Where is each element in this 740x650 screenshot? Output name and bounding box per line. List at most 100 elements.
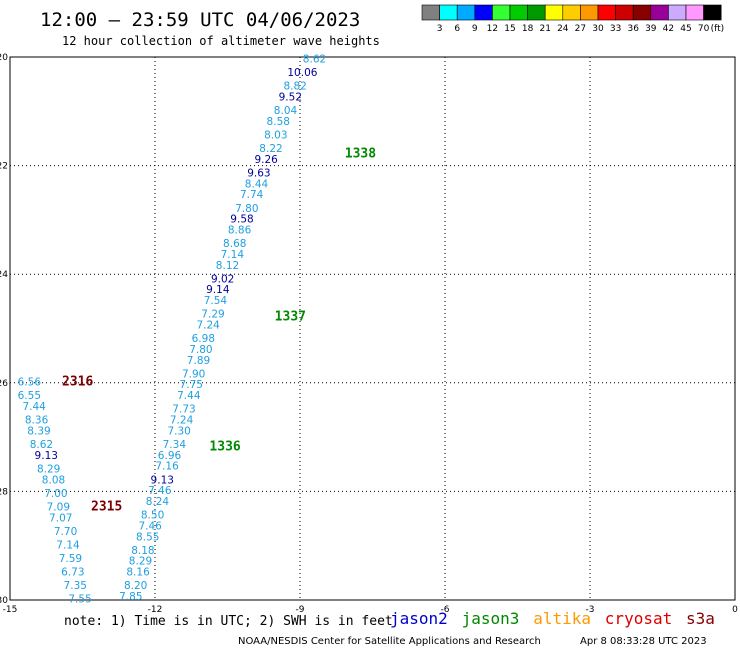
color-swatch (421, 4, 440, 21)
wave-height-value: 8.29 (129, 556, 152, 568)
wave-height-value: 10.06 (287, 67, 317, 79)
wave-height-value: 9.02 (211, 273, 234, 285)
color-swatch (650, 4, 669, 21)
color-swatch (685, 4, 704, 21)
wave-height-value: 8.20 (124, 580, 147, 592)
wave-height-value: 8.68 (223, 238, 246, 250)
color-swatch (615, 4, 634, 21)
x-tick-label: -15 (3, 605, 18, 615)
pass-number-label: 1336 (209, 440, 240, 455)
wave-height-value: 8.24 (146, 496, 170, 508)
color-scale-legend: 3 6 9 12 15 18 21 24 27 30 33 36 39 42 45 70 (ft) (421, 4, 725, 34)
wave-height-value: 8.58 (267, 116, 290, 128)
satellite-legend-item: jason2 (390, 609, 448, 628)
wave-height-value: 7.55 (68, 594, 91, 606)
wave-height-value: 8.62 (30, 439, 53, 451)
wave-height-value: 7.30 (167, 425, 190, 437)
wave-height-value: 8.03 (264, 129, 287, 141)
color-scale-label: 9 (472, 24, 478, 34)
satellite-legend-item: cryosat (605, 609, 672, 628)
color-scale-label: 33 (610, 24, 621, 34)
wave-height-value: 7.44 (22, 401, 46, 413)
wave-height-value: 7.89 (187, 355, 210, 367)
color-scale-label: 42 (663, 24, 674, 34)
color-scale-label: 70 (698, 24, 710, 34)
color-swatch (544, 4, 564, 21)
y-tick-label: -28 (0, 487, 8, 497)
wave-height-value: 7.70 (54, 526, 77, 538)
wave-height-value: 8.62 (303, 53, 326, 65)
wave-height-value: 7.46 (138, 520, 162, 532)
wave-height-value: 7.24 (196, 320, 220, 332)
wave-height-value: 9.58 (230, 214, 253, 226)
wave-height-value: 7.00 (44, 488, 67, 500)
y-tick-label: -22 (0, 162, 8, 172)
footer-timestamp: Apr 8 08:33:28 UTC 2023 (580, 636, 707, 647)
wave-height-value: 8.22 (259, 143, 282, 155)
y-tick-label: -26 (0, 379, 8, 389)
wave-height-value: 7.85 (119, 591, 142, 603)
color-scale-label: 36 (627, 24, 639, 34)
wave-height-value: 7.29 (201, 309, 224, 321)
wave-height-value: 9.26 (254, 154, 278, 166)
wave-height-value: 9.13 (35, 450, 58, 462)
wave-height-value: 7.59 (59, 553, 82, 565)
satellite-legend-item: s3a (686, 609, 715, 628)
color-scale-label: 21 (539, 24, 550, 34)
color-scale-label: 18 (522, 24, 534, 34)
x-axis-ticks: -15 -12 -9 -6 -3 0 (3, 605, 738, 615)
color-scale-label: 3 (437, 24, 443, 34)
wave-height-value: 7.74 (240, 189, 264, 201)
wave-height-value: 7.44 (177, 390, 201, 402)
color-scale-label: 6 (454, 24, 460, 34)
wave-height-value: 7.73 (172, 404, 195, 416)
x-tick-label: -12 (148, 605, 163, 615)
wave-height-value: 6.55 (18, 390, 41, 402)
wave-height-value: 7.24 (170, 415, 194, 427)
color-scale-label: 12 (487, 24, 498, 34)
wave-height-value: 7.34 (163, 439, 187, 451)
satellite-legend-item: altika (533, 609, 591, 628)
x-tick-label: -6 (441, 605, 450, 615)
wave-height-value: 7.09 (47, 501, 70, 513)
color-scale-label: 27 (575, 24, 586, 34)
wave-height-value: 7.14 (221, 249, 245, 261)
color-swatch (562, 4, 581, 21)
y-tick-label: -30 (0, 596, 8, 606)
color-scale-label: 24 (557, 24, 569, 34)
wave-height-value: 9.14 (206, 284, 230, 296)
wave-height-value: 8.44 (245, 178, 269, 190)
wave-height-points: 8.62 10.06 8.829.52 8.048.588.03 8.229.269.6… (18, 53, 327, 605)
wave-height-value: 8.36 (25, 415, 49, 427)
chart-title: 12:00 — 23:59 UTC 04/06/2023 (40, 9, 360, 31)
color-scale-unit: (ft) (711, 24, 725, 34)
wave-height-value: 6.56 (18, 377, 42, 389)
wave-height-value: 7.54 (204, 295, 228, 307)
pass-number-label: 1338 (345, 146, 376, 161)
wave-height-value: 8.82 (283, 81, 306, 93)
wave-height-value: 7.35 (64, 580, 87, 592)
color-scale-label: 45 (680, 24, 691, 34)
footer-credit: NOAA/NESDIS Center for Satellite Applica… (238, 636, 541, 647)
color-swatch (456, 4, 476, 21)
x-tick-label: -9 (296, 605, 305, 615)
wave-height-value: 9.52 (279, 91, 302, 103)
x-tick-label: 0 (732, 605, 738, 615)
wave-height-value: 7.80 (235, 203, 258, 215)
wave-height-value: 8.50 (141, 510, 164, 522)
wave-height-value: 8.04 (274, 105, 298, 117)
wave-height-value: 7.46 (148, 485, 172, 497)
color-swatch (580, 4, 599, 21)
wave-height-value: 8.12 (216, 260, 239, 272)
wave-height-value: 7.90 (182, 368, 205, 380)
color-swatch (668, 4, 687, 21)
color-swatch (527, 4, 546, 21)
wave-height-value: 7.75 (180, 379, 203, 391)
wave-height-value: 6.96 (158, 450, 182, 462)
y-axis-ticks: -20 -22 -24 -26 -28 -30 (0, 53, 8, 606)
wave-height-value: 8.29 (37, 463, 60, 475)
wave-height-value: 8.55 (136, 531, 159, 543)
pass-number-label: 2316 (62, 375, 93, 390)
pass-number-label: 2315 (91, 499, 122, 514)
